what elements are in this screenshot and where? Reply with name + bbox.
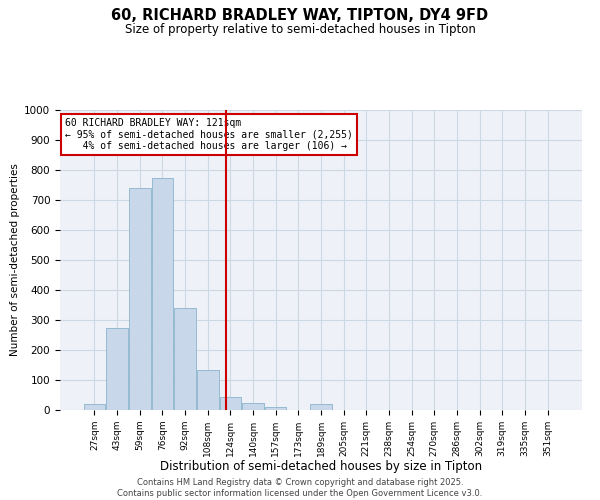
Text: Size of property relative to semi-detached houses in Tipton: Size of property relative to semi-detach… bbox=[125, 22, 475, 36]
Bar bbox=[175, 308, 196, 410]
Bar bbox=[220, 396, 241, 410]
Text: 60, RICHARD BRADLEY WAY, TIPTON, DY4 9FD: 60, RICHARD BRADLEY WAY, TIPTON, DY4 9FD bbox=[112, 8, 488, 22]
Bar bbox=[106, 328, 128, 410]
Bar bbox=[84, 404, 105, 410]
Bar bbox=[265, 407, 286, 410]
Bar bbox=[310, 404, 332, 410]
Bar bbox=[242, 402, 264, 410]
X-axis label: Distribution of semi-detached houses by size in Tipton: Distribution of semi-detached houses by … bbox=[160, 460, 482, 473]
Y-axis label: Number of semi-detached properties: Number of semi-detached properties bbox=[10, 164, 20, 356]
Text: 60 RICHARD BRADLEY WAY: 121sqm
← 95% of semi-detached houses are smaller (2,255): 60 RICHARD BRADLEY WAY: 121sqm ← 95% of … bbox=[65, 118, 353, 150]
Bar bbox=[129, 188, 151, 410]
Bar bbox=[197, 370, 218, 410]
Bar bbox=[152, 178, 173, 410]
Text: Contains HM Land Registry data © Crown copyright and database right 2025.
Contai: Contains HM Land Registry data © Crown c… bbox=[118, 478, 482, 498]
